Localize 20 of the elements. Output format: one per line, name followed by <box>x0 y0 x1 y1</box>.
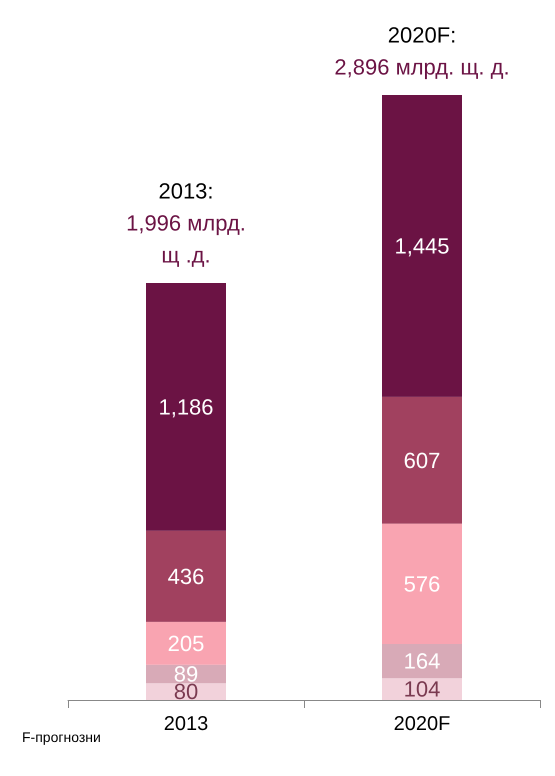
data-label: 436 <box>168 564 204 589</box>
bar <box>146 283 226 531</box>
bar <box>382 644 462 678</box>
data-label: 164 <box>404 648 440 674</box>
bar <box>382 524 462 644</box>
bar <box>382 95 462 397</box>
data-label: 1,186 <box>158 394 214 420</box>
total-label: 2020F: 2,896 млрд. щ. д. <box>334 22 510 80</box>
text: F-прогнозни <box>22 729 101 745</box>
data-label: 1,445 <box>394 233 450 258</box>
x-tick-label: 2020F <box>394 713 450 735</box>
bar <box>146 530 226 622</box>
data-label: 205 <box>168 630 204 656</box>
bar <box>146 622 226 665</box>
x-tick-label: 2013 <box>164 713 208 735</box>
bar <box>382 396 462 524</box>
data-label: 576 <box>404 571 440 596</box>
data-label: 104 <box>404 676 440 702</box>
data-label: 607 <box>404 448 440 473</box>
total-label: 2013: 1,996 млрд. щ .д. <box>126 178 246 268</box>
